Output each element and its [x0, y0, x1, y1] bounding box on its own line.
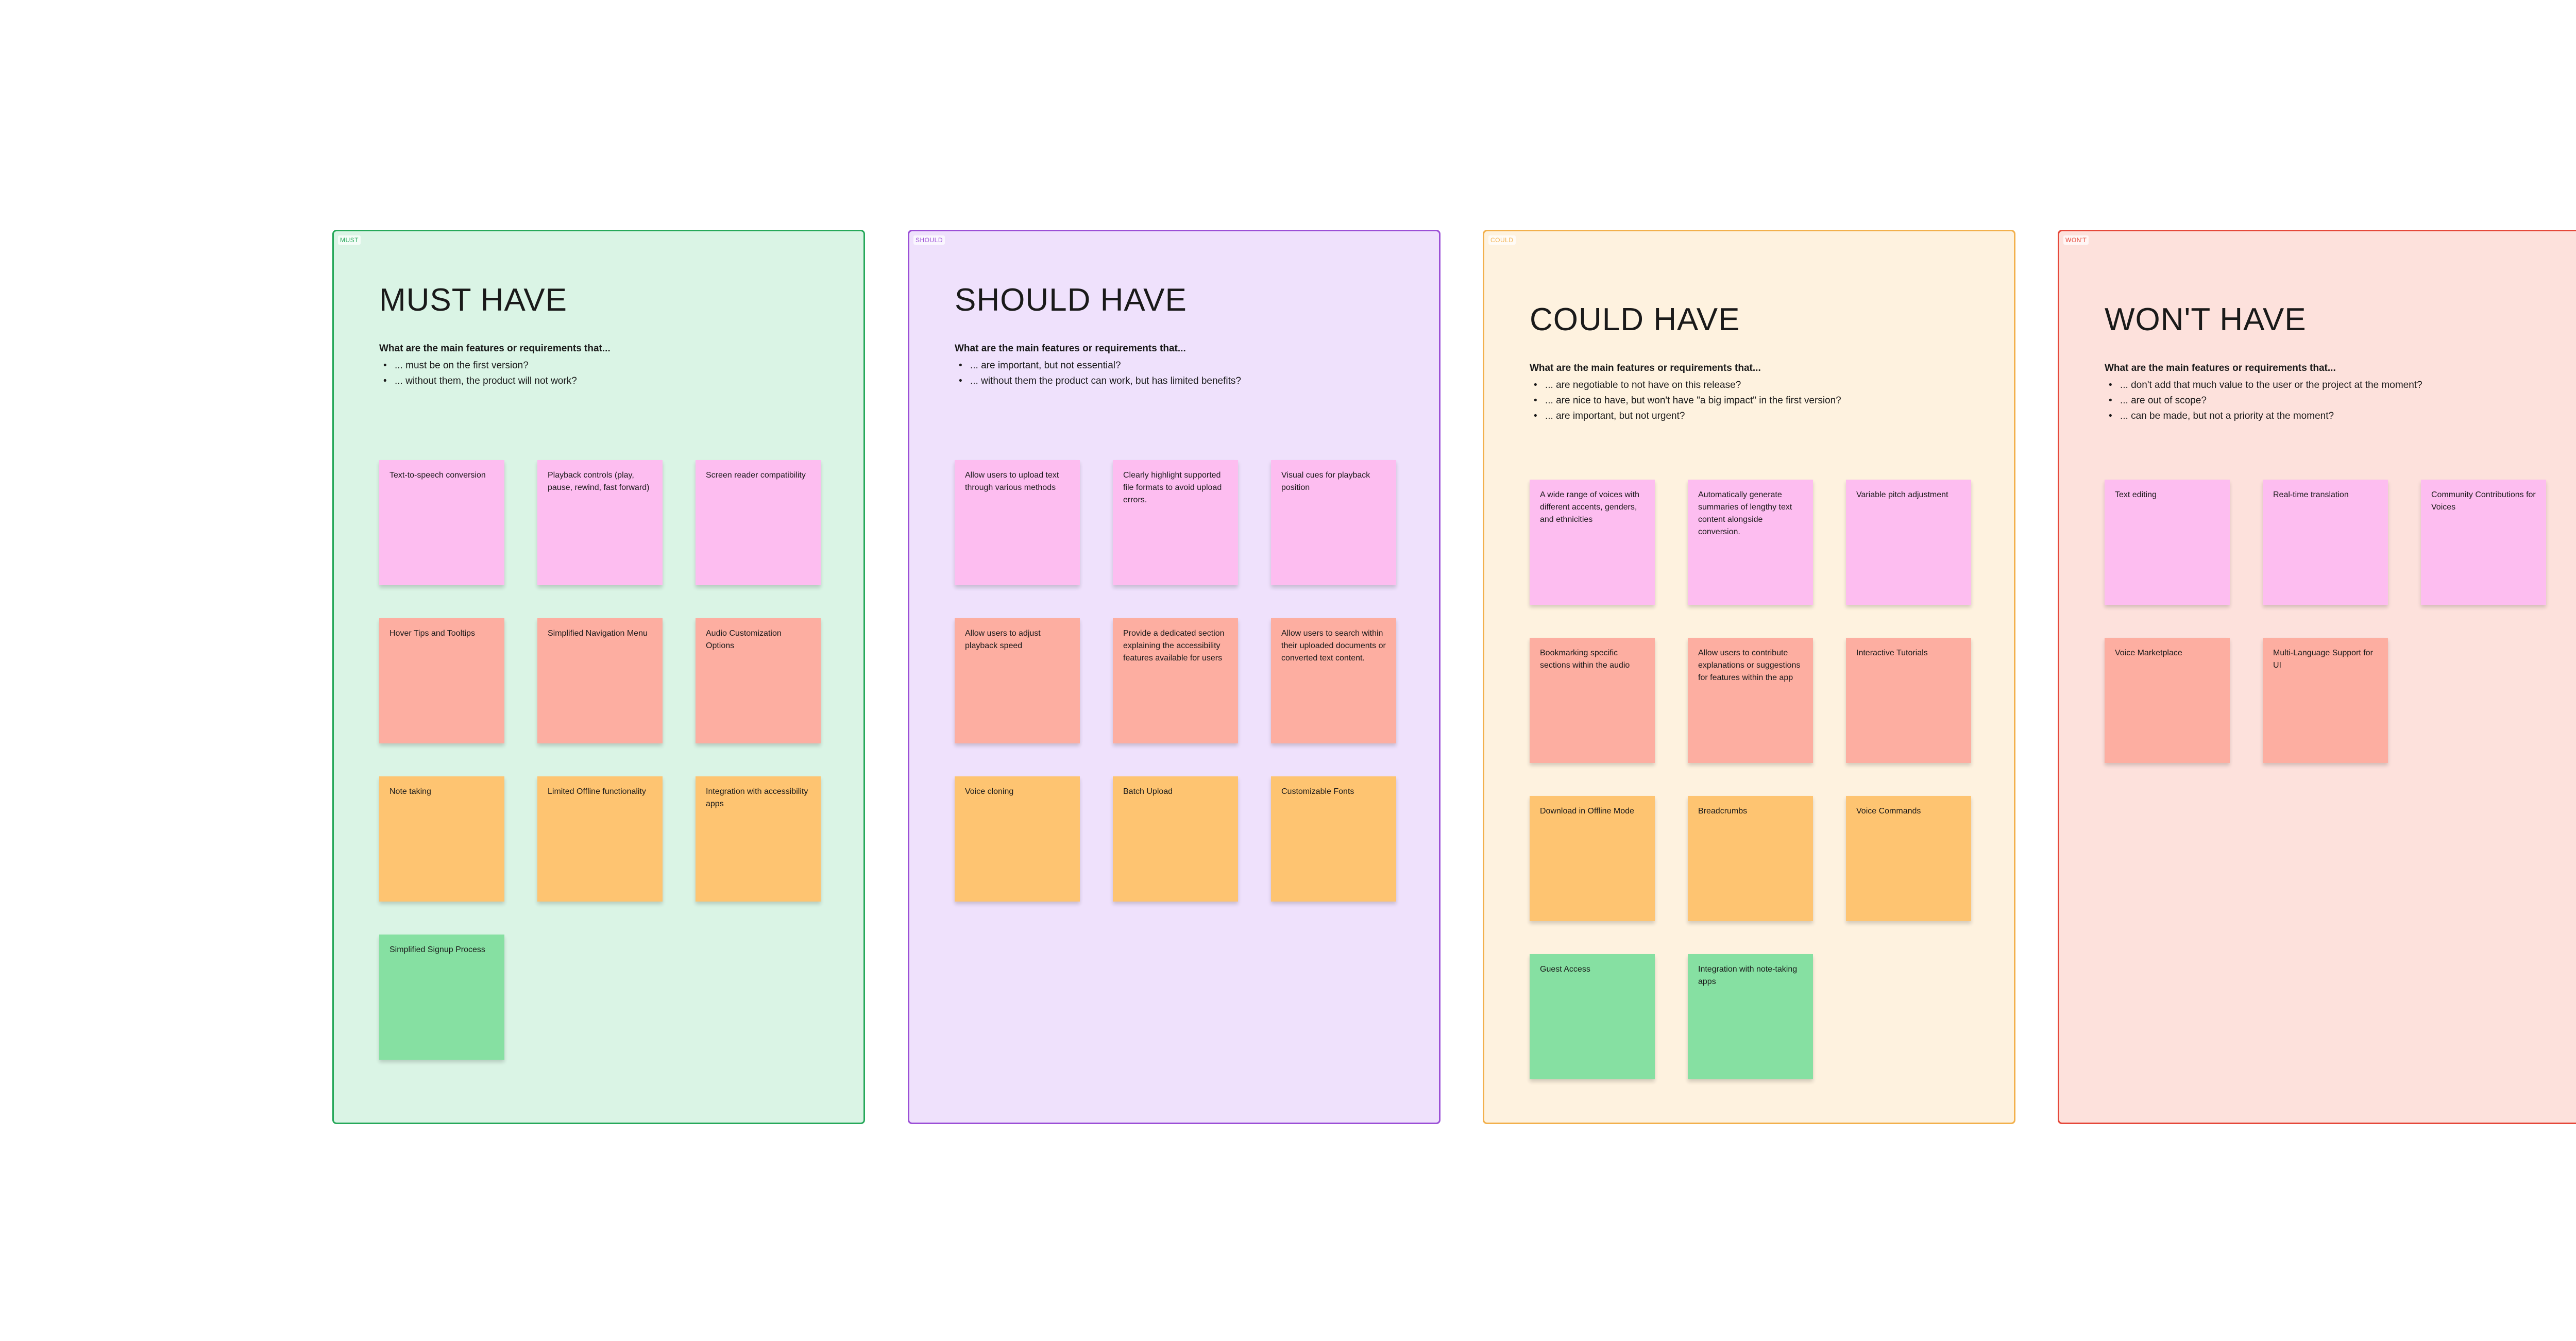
sticky-note[interactable]: Provide a dedicated section explaining t…: [1113, 618, 1238, 743]
section-bullets: ... are negotiable to not have on this r…: [1534, 378, 1841, 424]
sticky-note[interactable]: Allow users to contribute explanations o…: [1688, 638, 1813, 763]
bullet-item: ... without them the product can work, b…: [959, 374, 1241, 389]
sticky-note[interactable]: Interactive Tutorials: [1846, 638, 1971, 763]
section-title: SHOULD HAVE: [955, 282, 1187, 318]
section-could[interactable]: COULD COULD HAVE What are the main featu…: [1483, 230, 2015, 1124]
sticky-note-grid: Allow users to upload text through vario…: [955, 460, 1396, 902]
section-question: What are the main features or requiremen…: [955, 343, 1186, 354]
sticky-note[interactable]: Customizable Fonts: [1271, 776, 1396, 902]
sticky-note[interactable]: Simplified Signup Process: [379, 935, 504, 1060]
sticky-note[interactable]: Audio Customization Options: [696, 618, 821, 743]
sticky-note[interactable]: Bookmarking specific sections within the…: [1530, 638, 1655, 763]
sticky-note[interactable]: Screen reader compatibility: [696, 460, 821, 585]
section-tag: WON'T: [2063, 235, 2089, 245]
sticky-note[interactable]: Guest Access: [1530, 954, 1655, 1079]
sticky-note[interactable]: Voice cloning: [955, 776, 1080, 902]
sticky-note[interactable]: Download in Offline Mode: [1530, 796, 1655, 921]
section-title: MUST HAVE: [379, 282, 567, 318]
section-question: What are the main features or requiremen…: [1530, 363, 1761, 374]
section-wont[interactable]: WON'T WON'T HAVE What are the main featu…: [2058, 230, 2576, 1124]
sticky-note[interactable]: Allow users to adjust playback speed: [955, 618, 1080, 743]
section-tag: COULD: [1488, 235, 1516, 245]
sticky-note[interactable]: Text-to-speech conversion: [379, 460, 504, 585]
sticky-note[interactable]: Hover Tips and Tooltips: [379, 618, 504, 743]
section-bullets: ... are important, but not essential? ..…: [959, 358, 1241, 389]
sticky-note-grid: A wide range of voices with different ac…: [1530, 480, 1971, 1079]
bullet-item: ... are important, but not urgent?: [1534, 409, 1841, 424]
sticky-note[interactable]: Automatically generate summaries of leng…: [1688, 480, 1813, 605]
bullet-item: ... are important, but not essential?: [959, 358, 1241, 374]
section-title: WON'T HAVE: [2105, 302, 2307, 337]
sticky-note[interactable]: A wide range of voices with different ac…: [1530, 480, 1655, 605]
bullet-item: ... can be made, but not a priority at t…: [2109, 409, 2422, 424]
sticky-note[interactable]: Visual cues for playback position: [1271, 460, 1396, 585]
section-should[interactable]: SHOULD SHOULD HAVE What are the main fea…: [908, 230, 1440, 1124]
bullet-item: ... without them, the product will not w…: [383, 374, 577, 389]
bullet-item: ... don't add that much value to the use…: [2109, 378, 2422, 393]
bullet-item: ... are nice to have, but won't have "a …: [1534, 393, 1841, 409]
section-question: What are the main features or requiremen…: [2105, 363, 2336, 374]
sticky-note[interactable]: Community Contributions for Voices: [2421, 480, 2546, 605]
bullet-item: ... must be on the first version?: [383, 358, 577, 374]
sticky-note[interactable]: Real-time translation: [2263, 480, 2388, 605]
sticky-note[interactable]: Voice Marketplace: [2105, 638, 2230, 763]
sticky-note[interactable]: Limited Offline functionality: [537, 776, 663, 902]
sticky-note-grid: Text-to-speech conversion Playback contro…: [379, 460, 821, 1060]
sticky-note[interactable]: Integration with accessibility apps: [696, 776, 821, 902]
section-question: What are the main features or requiremen…: [379, 343, 611, 354]
section-bullets: ... must be on the first version? ... wi…: [383, 358, 577, 389]
section-bullets: ... don't add that much value to the use…: [2109, 378, 2422, 424]
sticky-note[interactable]: Simplified Navigation Menu: [537, 618, 663, 743]
sticky-note[interactable]: Multi-Language Support for UI: [2263, 638, 2388, 763]
sticky-note[interactable]: Allow users to search within their uploa…: [1271, 618, 1396, 743]
sticky-note[interactable]: Integration with note-taking apps: [1688, 954, 1813, 1079]
section-must[interactable]: MUST MUST HAVE What are the main feature…: [332, 230, 865, 1124]
sticky-note[interactable]: Voice Commands: [1846, 796, 1971, 921]
bullet-item: ... are negotiable to not have on this r…: [1534, 378, 1841, 393]
sticky-note[interactable]: Clearly highlight supported file formats…: [1113, 460, 1238, 585]
sticky-note[interactable]: Allow users to upload text through vario…: [955, 460, 1080, 585]
bullet-item: ... are out of scope?: [2109, 393, 2422, 409]
sticky-note[interactable]: Playback controls (play, pause, rewind, …: [537, 460, 663, 585]
sticky-note[interactable]: Text editing: [2105, 480, 2230, 605]
section-tag: MUST: [338, 235, 361, 245]
section-tag: SHOULD: [913, 235, 945, 245]
sticky-note[interactable]: Variable pitch adjustment: [1846, 480, 1971, 605]
sticky-note[interactable]: Batch Upload: [1113, 776, 1238, 902]
sticky-note-grid: Text editing Real-time translation Communi…: [2105, 480, 2546, 763]
sticky-note[interactable]: Note taking: [379, 776, 504, 902]
sticky-note[interactable]: Breadcrumbs: [1688, 796, 1813, 921]
section-title: COULD HAVE: [1530, 302, 1740, 337]
